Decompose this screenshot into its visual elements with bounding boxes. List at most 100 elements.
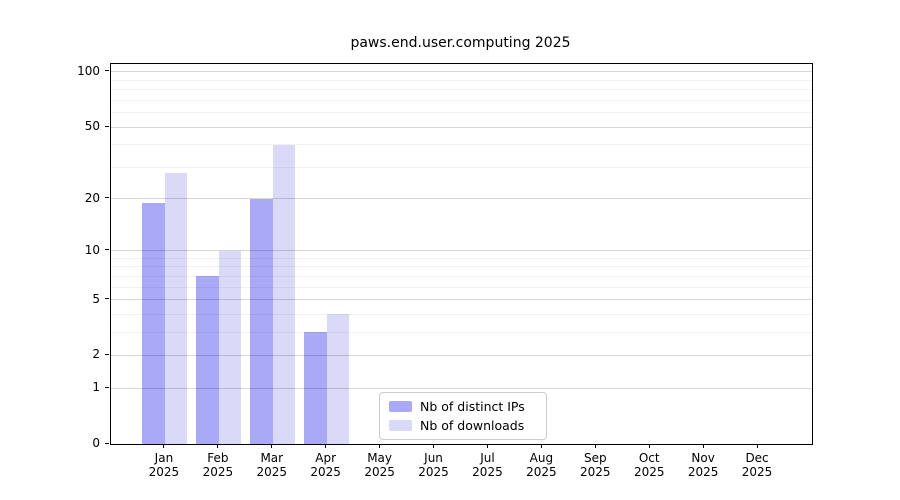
x-axis-year-jun: 2025 <box>418 465 449 479</box>
legend-label-downloads: Nb of downloads <box>420 418 525 433</box>
legend-item-downloads: Nb of downloads <box>389 418 537 433</box>
x-axis-year-oct: 2025 <box>633 465 665 479</box>
gridline-7 <box>111 275 812 277</box>
gridline-50 <box>111 126 812 128</box>
x-axis-year-dec: 2025 <box>741 465 773 479</box>
y-axis-tick-mark-5 <box>105 298 109 300</box>
y-axis-tick-label-5: 5 <box>92 291 100 306</box>
x-axis-year-may: 2025 <box>364 465 395 479</box>
y-axis-tick-label-0: 0 <box>92 436 100 450</box>
x-axis-month-sep: Sep <box>583 451 607 465</box>
gridline-40 <box>111 144 812 146</box>
x-axis-month-jun: Jun <box>424 451 443 465</box>
x-axis-tick-mark-jul <box>486 444 488 448</box>
plot-area: Nb of distinct IPs Nb of downloads <box>110 63 813 445</box>
x-axis-month-aug: Aug <box>529 451 554 465</box>
x-axis-year-aug: 2025 <box>526 465 557 479</box>
bar-distinct-ips-apr <box>304 332 327 444</box>
x-axis-tick-label-apr: Apr 2025 <box>296 451 356 479</box>
x-axis-tick-label-may: May 2025 <box>350 451 410 479</box>
x-axis-tick-label-jan: Jan 2025 <box>134 451 194 479</box>
x-axis-tick-mark-nov <box>702 444 704 448</box>
bar-downloads-feb <box>218 250 242 444</box>
x-axis-tick-mark-oct <box>648 444 650 448</box>
bar-downloads-apr <box>326 314 350 444</box>
chart-title: paws.end.user.computing 2025 <box>350 35 571 51</box>
bar-distinct-ips-feb <box>196 276 219 444</box>
y-axis-tick-mark-10 <box>105 249 109 251</box>
x-axis-tick-label-feb: Feb 2025 <box>188 451 248 479</box>
y-axis-tick-label-10: 10 <box>84 242 100 257</box>
x-axis-tick-mark-may <box>379 444 381 448</box>
x-axis-tick-label-sep: Sep 2025 <box>565 451 625 479</box>
y-axis-tick-label-50: 50 <box>84 119 100 134</box>
legend-label-distinct-ips: Nb of distinct IPs <box>420 399 525 414</box>
x-axis-tick-mark-jan <box>163 444 165 448</box>
gridline-60 <box>111 112 812 114</box>
x-axis-year-jul: 2025 <box>472 465 503 479</box>
x-axis-tick-label-jun: Jun 2025 <box>404 451 464 479</box>
x-axis-year-apr: 2025 <box>310 465 341 479</box>
x-axis-month-jul: Jul <box>480 451 495 465</box>
legend-swatch-downloads <box>389 420 412 431</box>
gridline-70 <box>111 99 812 101</box>
x-axis-tick-label-nov: Nov 2025 <box>673 451 733 479</box>
x-axis-year-jan: 2025 <box>148 465 180 479</box>
legend: Nb of distinct IPs Nb of downloads <box>379 392 547 440</box>
bar-distinct-ips-mar <box>250 198 273 444</box>
x-axis-tick-mark-jun <box>433 444 435 448</box>
y-axis-tick-mark-20 <box>105 197 109 199</box>
bar-distinct-ips-jan <box>142 202 165 444</box>
gridline-90 <box>111 79 812 81</box>
gridline-1 <box>111 387 812 389</box>
x-axis-year-feb: 2025 <box>202 465 234 479</box>
gridline-10 <box>111 250 812 252</box>
x-axis-month-dec: Dec <box>745 451 769 465</box>
legend-item-distinct-ips: Nb of distinct IPs <box>389 399 537 414</box>
y-axis-tick-mark-1 <box>105 386 109 388</box>
x-axis-month-apr: Apr <box>315 451 337 465</box>
x-axis-month-mar: Mar <box>260 451 284 465</box>
gridline-20 <box>111 198 812 200</box>
y-axis-tick-label-1: 1 <box>92 380 100 395</box>
x-axis-tick-label-aug: Aug 2025 <box>511 451 571 479</box>
gridline-30 <box>111 166 812 168</box>
x-axis-tick-label-mar: Mar 2025 <box>242 451 302 479</box>
y-axis-tick-mark-2 <box>105 353 109 355</box>
x-axis-month-feb: Feb <box>207 451 229 465</box>
legend-swatch-distinct-ips <box>389 401 412 412</box>
x-axis-year-mar: 2025 <box>256 465 288 479</box>
x-axis-tick-mark-mar <box>271 444 273 448</box>
x-axis-year-nov: 2025 <box>687 465 719 479</box>
gridline-80 <box>111 89 812 91</box>
y-axis-tick-mark-50 <box>105 125 109 127</box>
gridline-9 <box>111 257 812 259</box>
x-axis-year-sep: 2025 <box>580 465 611 479</box>
gridline-100 <box>111 71 812 73</box>
x-axis-month-oct: Oct <box>638 451 660 465</box>
x-axis-month-nov: Nov <box>691 451 715 465</box>
bar-downloads-jan <box>164 172 188 444</box>
gridline-4 <box>111 313 812 315</box>
x-axis-tick-label-oct: Oct 2025 <box>619 451 679 479</box>
y-axis-tick-label-2: 2 <box>92 347 100 362</box>
x-axis-month-jan: Jan <box>154 451 174 465</box>
bar-downloads-mar <box>272 144 296 444</box>
gridline-3 <box>111 331 812 333</box>
x-axis-tick-mark-sep <box>594 444 596 448</box>
gridline-2 <box>111 354 812 356</box>
x-axis-month-may: May <box>367 451 393 465</box>
x-axis-tick-mark-apr <box>325 444 327 448</box>
gridline-6 <box>111 286 812 288</box>
y-axis-tick-mark-100 <box>105 70 109 72</box>
x-axis-tick-mark-dec <box>756 444 758 448</box>
gridline-8 <box>111 266 812 268</box>
y-axis-tick-label-20: 20 <box>84 190 100 205</box>
y-axis-tick-mark-0 <box>105 442 109 444</box>
x-axis-tick-label-jul: Jul 2025 <box>457 451 517 479</box>
gridline-5 <box>111 299 812 301</box>
y-axis-tick-label-100: 100 <box>77 63 100 78</box>
x-axis-tick-label-dec: Dec 2025 <box>727 451 787 479</box>
x-axis-tick-mark-aug <box>540 444 542 448</box>
